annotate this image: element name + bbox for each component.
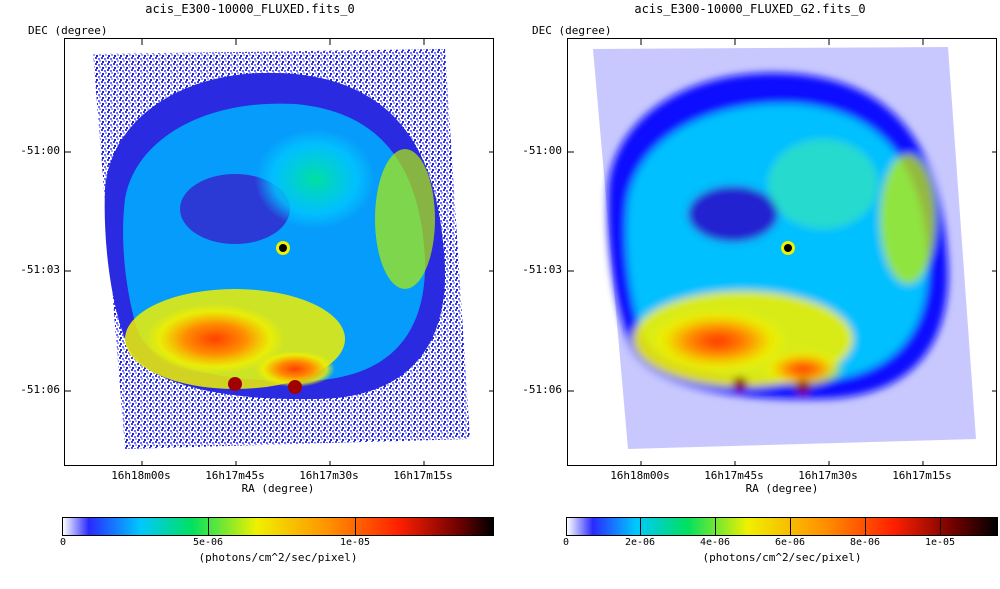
colorbar-tick-label: 5e-06	[192, 537, 224, 548]
colorbar-tick-label: 0	[562, 537, 570, 548]
colorbar-tick-label: 2e-06	[624, 537, 656, 548]
right-image-panel: acis_E300-10000_FLUXED_G2.fits_0 DEC (de…	[500, 0, 1000, 589]
colorbar-tick-mark	[865, 517, 866, 536]
colorbar	[62, 517, 494, 536]
colorbar-tick-mark	[940, 517, 941, 536]
ra-axis-label: RA (degree)	[241, 482, 315, 495]
x-tick-label: 16h17m45s	[205, 469, 265, 482]
y-tick-label: -51:06	[20, 383, 60, 396]
x-tick-label: 16h17m45s	[704, 469, 764, 482]
y-tick-label: -51:00	[20, 144, 60, 157]
image-title: acis_E300-10000_FLUXED.fits_0	[145, 2, 355, 16]
x-tick-label: 16h17m30s	[798, 469, 858, 482]
left-image-panel: acis_E300-10000_FLUXED.fits_0 DEC (degre…	[20, 2, 494, 564]
image-frame[interactable]	[64, 38, 494, 466]
ra-axis-label: RA (degree)	[745, 482, 819, 495]
x-tick-label: 16h17m15s	[892, 469, 952, 482]
y-tick-label: -51:00	[522, 144, 562, 157]
dec-axis-label: DEC (degree)	[532, 24, 612, 37]
xray-image-smoothed	[568, 39, 996, 465]
y-tick-label: -51:06	[522, 383, 562, 396]
colorbar-units: (photons/cm^2/sec/pixel)	[198, 551, 358, 564]
y-tick-label: -51:03	[522, 263, 562, 276]
x-tick-label: 16h17m30s	[299, 469, 359, 482]
colorbar-tick-mark	[355, 517, 356, 536]
colorbar-tick-mark	[790, 517, 791, 536]
colorbar-tick-label: 1e-05	[339, 537, 371, 548]
dec-axis-label: DEC (degree)	[28, 24, 108, 37]
y-tick-label: -51:03	[20, 263, 60, 276]
colorbar-units: (photons/cm^2/sec/pixel)	[702, 551, 862, 564]
xray-image	[65, 39, 493, 465]
colorbar-tick-label: 4e-06	[699, 537, 731, 548]
colorbar-tick-mark	[208, 517, 209, 536]
x-tick-label: 16h17m15s	[393, 469, 453, 482]
x-tick-label: 16h18m00s	[111, 469, 171, 482]
colorbar-tick-mark	[640, 517, 641, 536]
colorbar-tick-label: 6e-06	[774, 537, 806, 548]
colorbar-tick-label: 1e-05	[924, 537, 956, 548]
colorbar-tick-label: 0	[59, 537, 67, 548]
x-tick-label: 16h18m00s	[610, 469, 670, 482]
colorbar-tick-label: 8e-06	[849, 537, 881, 548]
colorbar-tick-mark	[715, 517, 716, 536]
image-frame[interactable]	[567, 38, 997, 466]
image-title: acis_E300-10000_FLUXED_G2.fits_0	[634, 2, 866, 16]
colorbar	[566, 517, 998, 536]
